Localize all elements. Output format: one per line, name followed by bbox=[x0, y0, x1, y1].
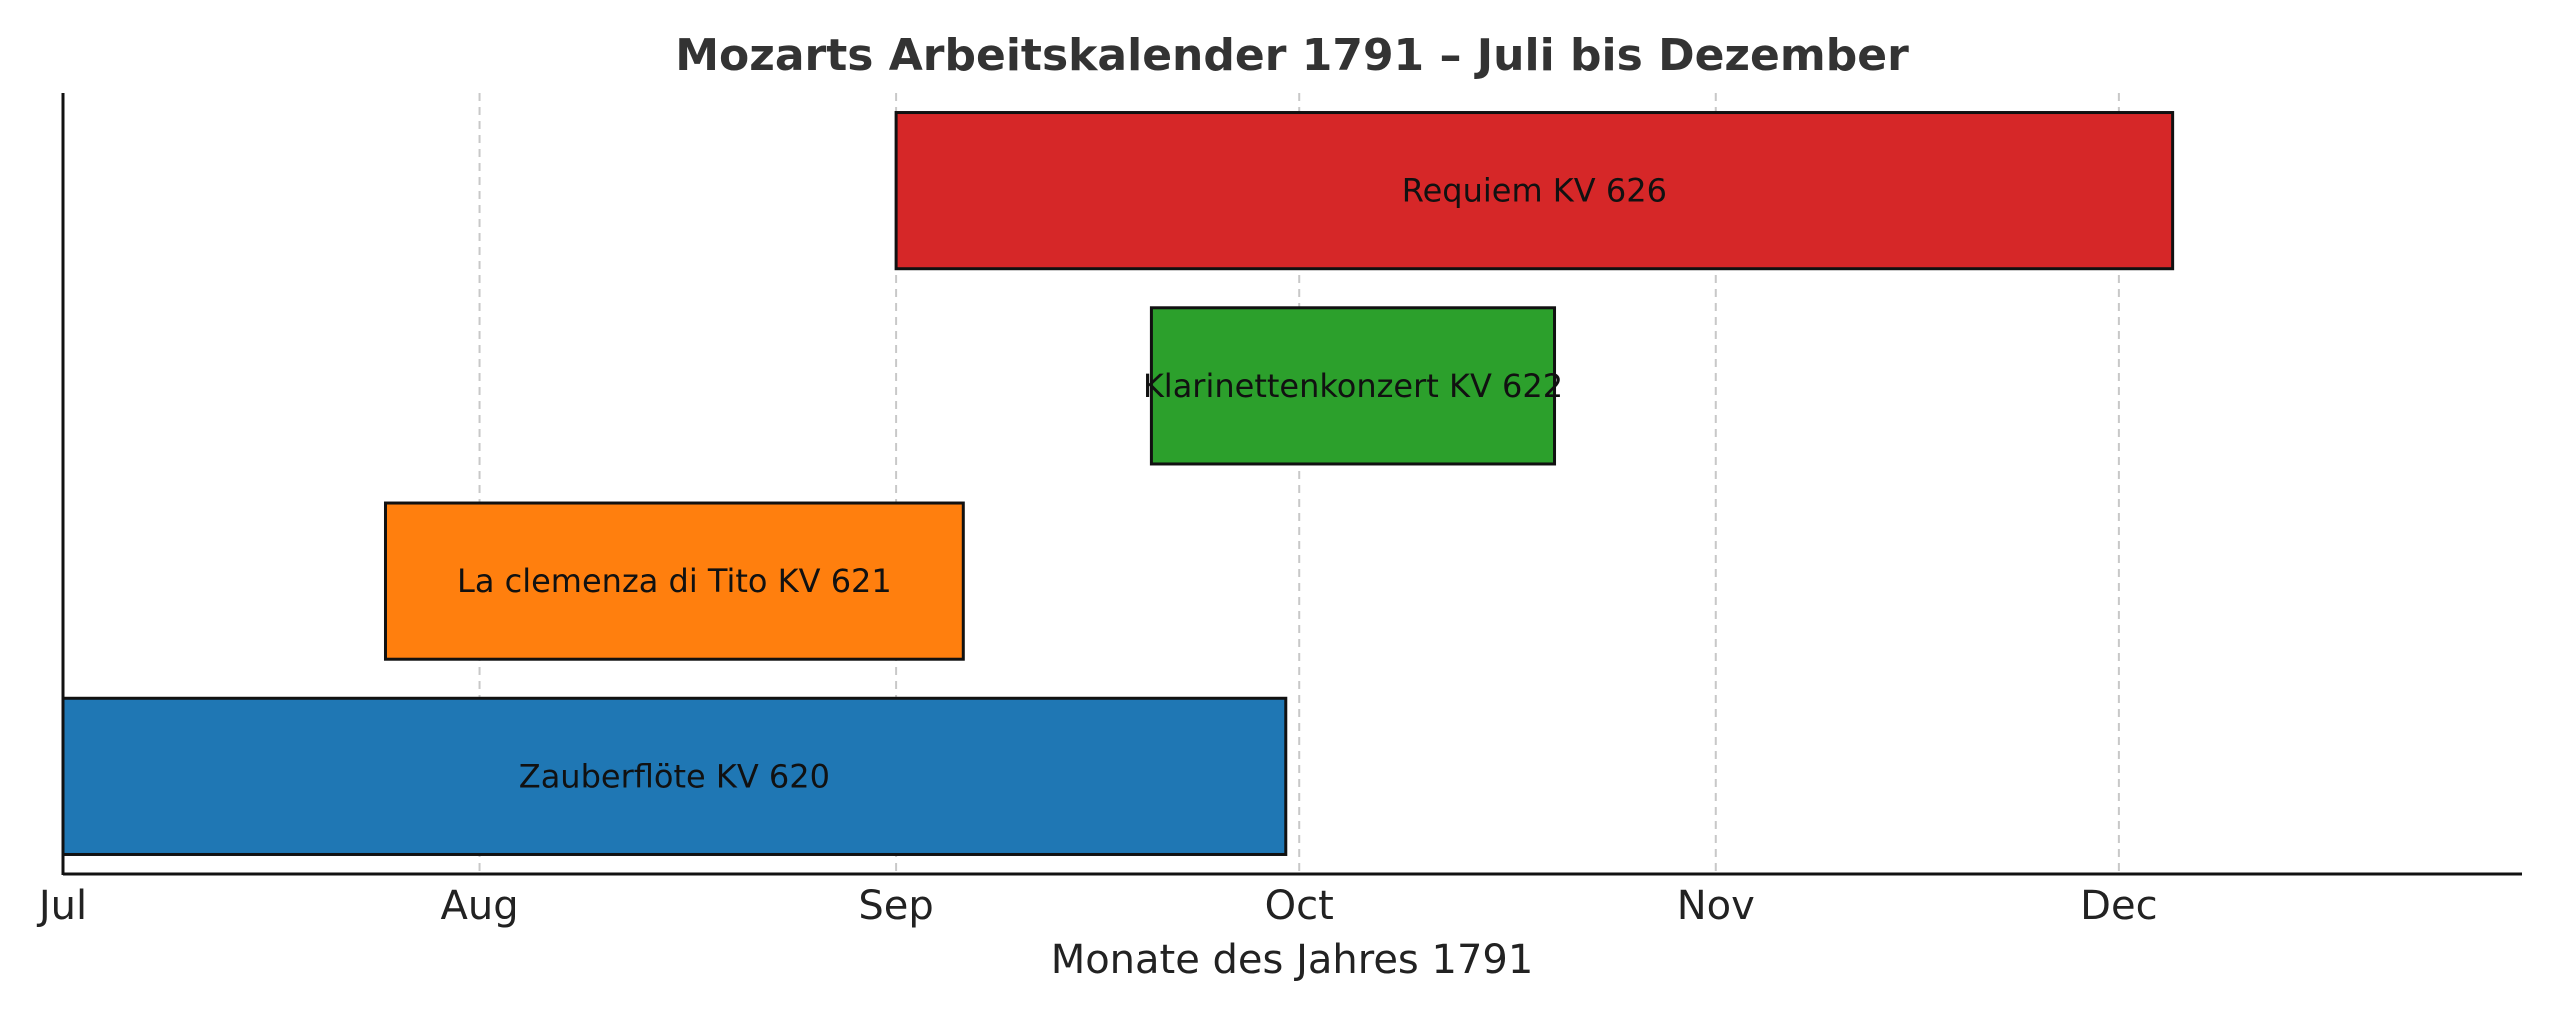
bar-label-zauberfl-te-kv-620: Zauberflöte KV 620 bbox=[519, 757, 830, 795]
x-tick-label-oct: Oct bbox=[1265, 883, 1334, 929]
bar-label-requiem-kv-626: Requiem KV 626 bbox=[1402, 172, 1667, 210]
axes bbox=[61, 93, 2522, 876]
bar-la-clemenza-di-tito-kv-621 bbox=[383, 501, 965, 661]
bar-zauberfl-te-kv-620 bbox=[61, 696, 1288, 856]
x-tick-label-dec: Dec bbox=[2080, 883, 2157, 929]
x-tick-label-aug: Aug bbox=[440, 883, 518, 929]
bars: Zauberflöte KV 620 La clemenza di Tito KV… bbox=[61, 111, 2175, 856]
chart-title: Mozarts Arbeitskalender 1791 – Juli bis … bbox=[675, 30, 1909, 81]
bar-label-klarinettenkonzert-kv-622: Klarinettenkonzert KV 622 bbox=[1143, 367, 1563, 405]
x-tick-label-sep: Sep bbox=[858, 883, 933, 929]
bar-requiem-kv-626 bbox=[894, 111, 2175, 271]
x-axis-label: Monate des Jahres 1791 bbox=[1051, 937, 1534, 983]
x-tick-label-nov: Nov bbox=[1677, 883, 1755, 929]
x-tick-label-jul: Jul bbox=[36, 883, 87, 929]
bar-label-la-clemenza-di-tito-kv-621: La clemenza di Tito KV 621 bbox=[457, 562, 892, 600]
bar-klarinettenkonzert-kv-622 bbox=[1149, 306, 1557, 466]
x-tick-labels: Jul Aug Sep Oct Nov Dec bbox=[36, 883, 2158, 929]
